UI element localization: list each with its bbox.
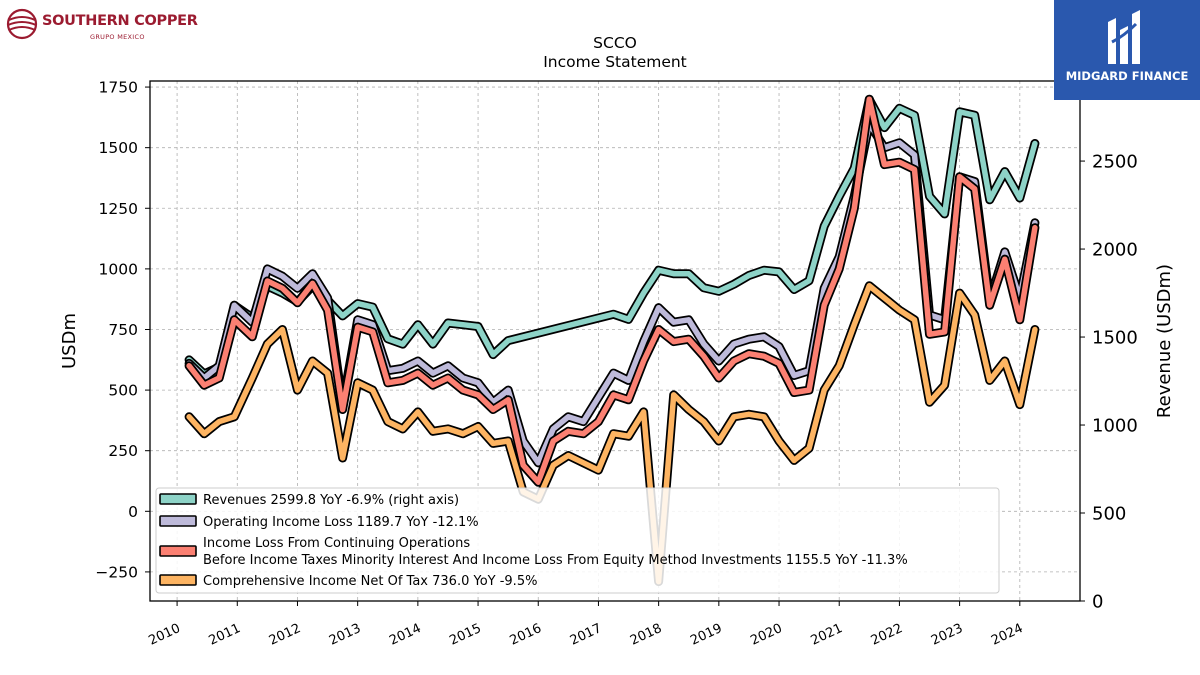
y-tick-label-7: 1500: [99, 139, 138, 157]
midgard-finance-logo: MIDGARD FINANCE: [1054, 0, 1200, 100]
x-tick-label-14: 2024: [989, 621, 1025, 649]
legend-swatch-operating: [159, 515, 197, 527]
southern-copper-logo: SOUTHERN COPPER GRUPO MEXICO: [6, 6, 198, 46]
y-tick-label-0: −250: [95, 563, 138, 581]
legend-box: [155, 487, 1000, 594]
x-tick-label-8: 2018: [628, 621, 664, 649]
midgard-finance-brand: MIDGARD FINANCE: [1065, 69, 1189, 83]
y-right-tick-label-2: 1000: [1092, 416, 1138, 437]
left-axis: −250 0 250 500 750 1000 1250 1500 1750: [95, 79, 150, 581]
southern-copper-brand: SOUTHERN COPPER: [42, 13, 198, 29]
chart-title: SCCO: [593, 34, 637, 52]
y-right-tick-label-5: 2500: [1092, 152, 1138, 173]
x-axis: 2010 2011 2012 2013 2014 2015 2016 2017 2018 2019…: [146, 601, 1025, 649]
y-tick-label-6: 1250: [99, 200, 138, 218]
legend: Revenues 2599.8 YoY -6.9% (right axis) O…: [155, 487, 1000, 594]
x-tick-label-12: 2022: [869, 621, 905, 649]
y-tick-label-8: 1750: [99, 79, 138, 97]
y-tick-label-4: 750: [108, 321, 138, 339]
y-tick-label-5: 1000: [99, 260, 138, 278]
y-tick-label-3: 500: [108, 382, 138, 400]
y-tick-label-1: 0: [128, 503, 138, 521]
series-outline-revenues: [184, 95, 1040, 379]
x-tick-label-3: 2013: [327, 621, 363, 649]
legend-label-pretax: Income Loss From Continuing Operations Be…: [203, 536, 908, 568]
southern-copper-subbrand: GRUPO MEXICO: [90, 33, 145, 41]
x-tick-label-9: 2019: [688, 621, 724, 649]
x-tick-label-10: 2020: [748, 621, 784, 649]
y-tick-label-2: 250: [108, 442, 138, 460]
x-tick-label-5: 2015: [447, 621, 483, 649]
x-tick-label-4: 2014: [387, 621, 423, 649]
right-axis: 0 500 1000 1500 2000 2500: [1080, 152, 1138, 613]
legend-swatch-revenues: [159, 493, 197, 505]
legend-swatch-pretax: [159, 545, 197, 557]
legend-label-pretax-line-1: Income Loss From Continuing Operations: [203, 536, 470, 551]
x-tick-label-7: 2017: [568, 621, 604, 649]
y-axis-right-label: Revenue (USDm): [1154, 264, 1175, 418]
x-tick-label-1: 2011: [207, 621, 243, 649]
legend-swatch-comprehensive: [159, 574, 197, 586]
midgard-emblem-icon: [1108, 10, 1140, 64]
x-tick-label-0: 2010: [146, 621, 182, 649]
series-line-comprehensive: [186, 283, 1038, 585]
x-tick-label-11: 2021: [809, 621, 845, 649]
x-tick-label-13: 2023: [929, 621, 965, 649]
x-tick-label-2: 2012: [267, 621, 303, 649]
series-lines: [184, 94, 1040, 587]
y-right-tick-label-4: 2000: [1092, 240, 1138, 261]
legend-label-revenues: Revenues 2599.8 YoY -6.9% (right axis): [203, 493, 459, 508]
legend-label-comprehensive: Comprehensive Income Net Of Tax 736.0 Yo…: [203, 574, 537, 589]
legend-label-operating: Operating Income Loss 1189.7 YoY -12.1%: [203, 515, 479, 530]
series-line-pretax: [186, 96, 1038, 485]
globe-icon: [6, 8, 38, 40]
series-line-revenues: [186, 96, 1038, 377]
y-right-tick-label-3: 1500: [1092, 328, 1138, 349]
y-right-tick-label-0: 0: [1092, 592, 1103, 613]
plot-frame: [149, 80, 1081, 602]
legend-label-pretax-line-2: Before Income Taxes Minority Interest An…: [203, 553, 908, 568]
y-right-tick-label-1: 500: [1092, 504, 1126, 525]
x-tick-label-6: 2016: [508, 621, 544, 649]
chart-subtitle: Income Statement: [543, 53, 687, 71]
y-axis-label: USDm: [59, 313, 80, 369]
